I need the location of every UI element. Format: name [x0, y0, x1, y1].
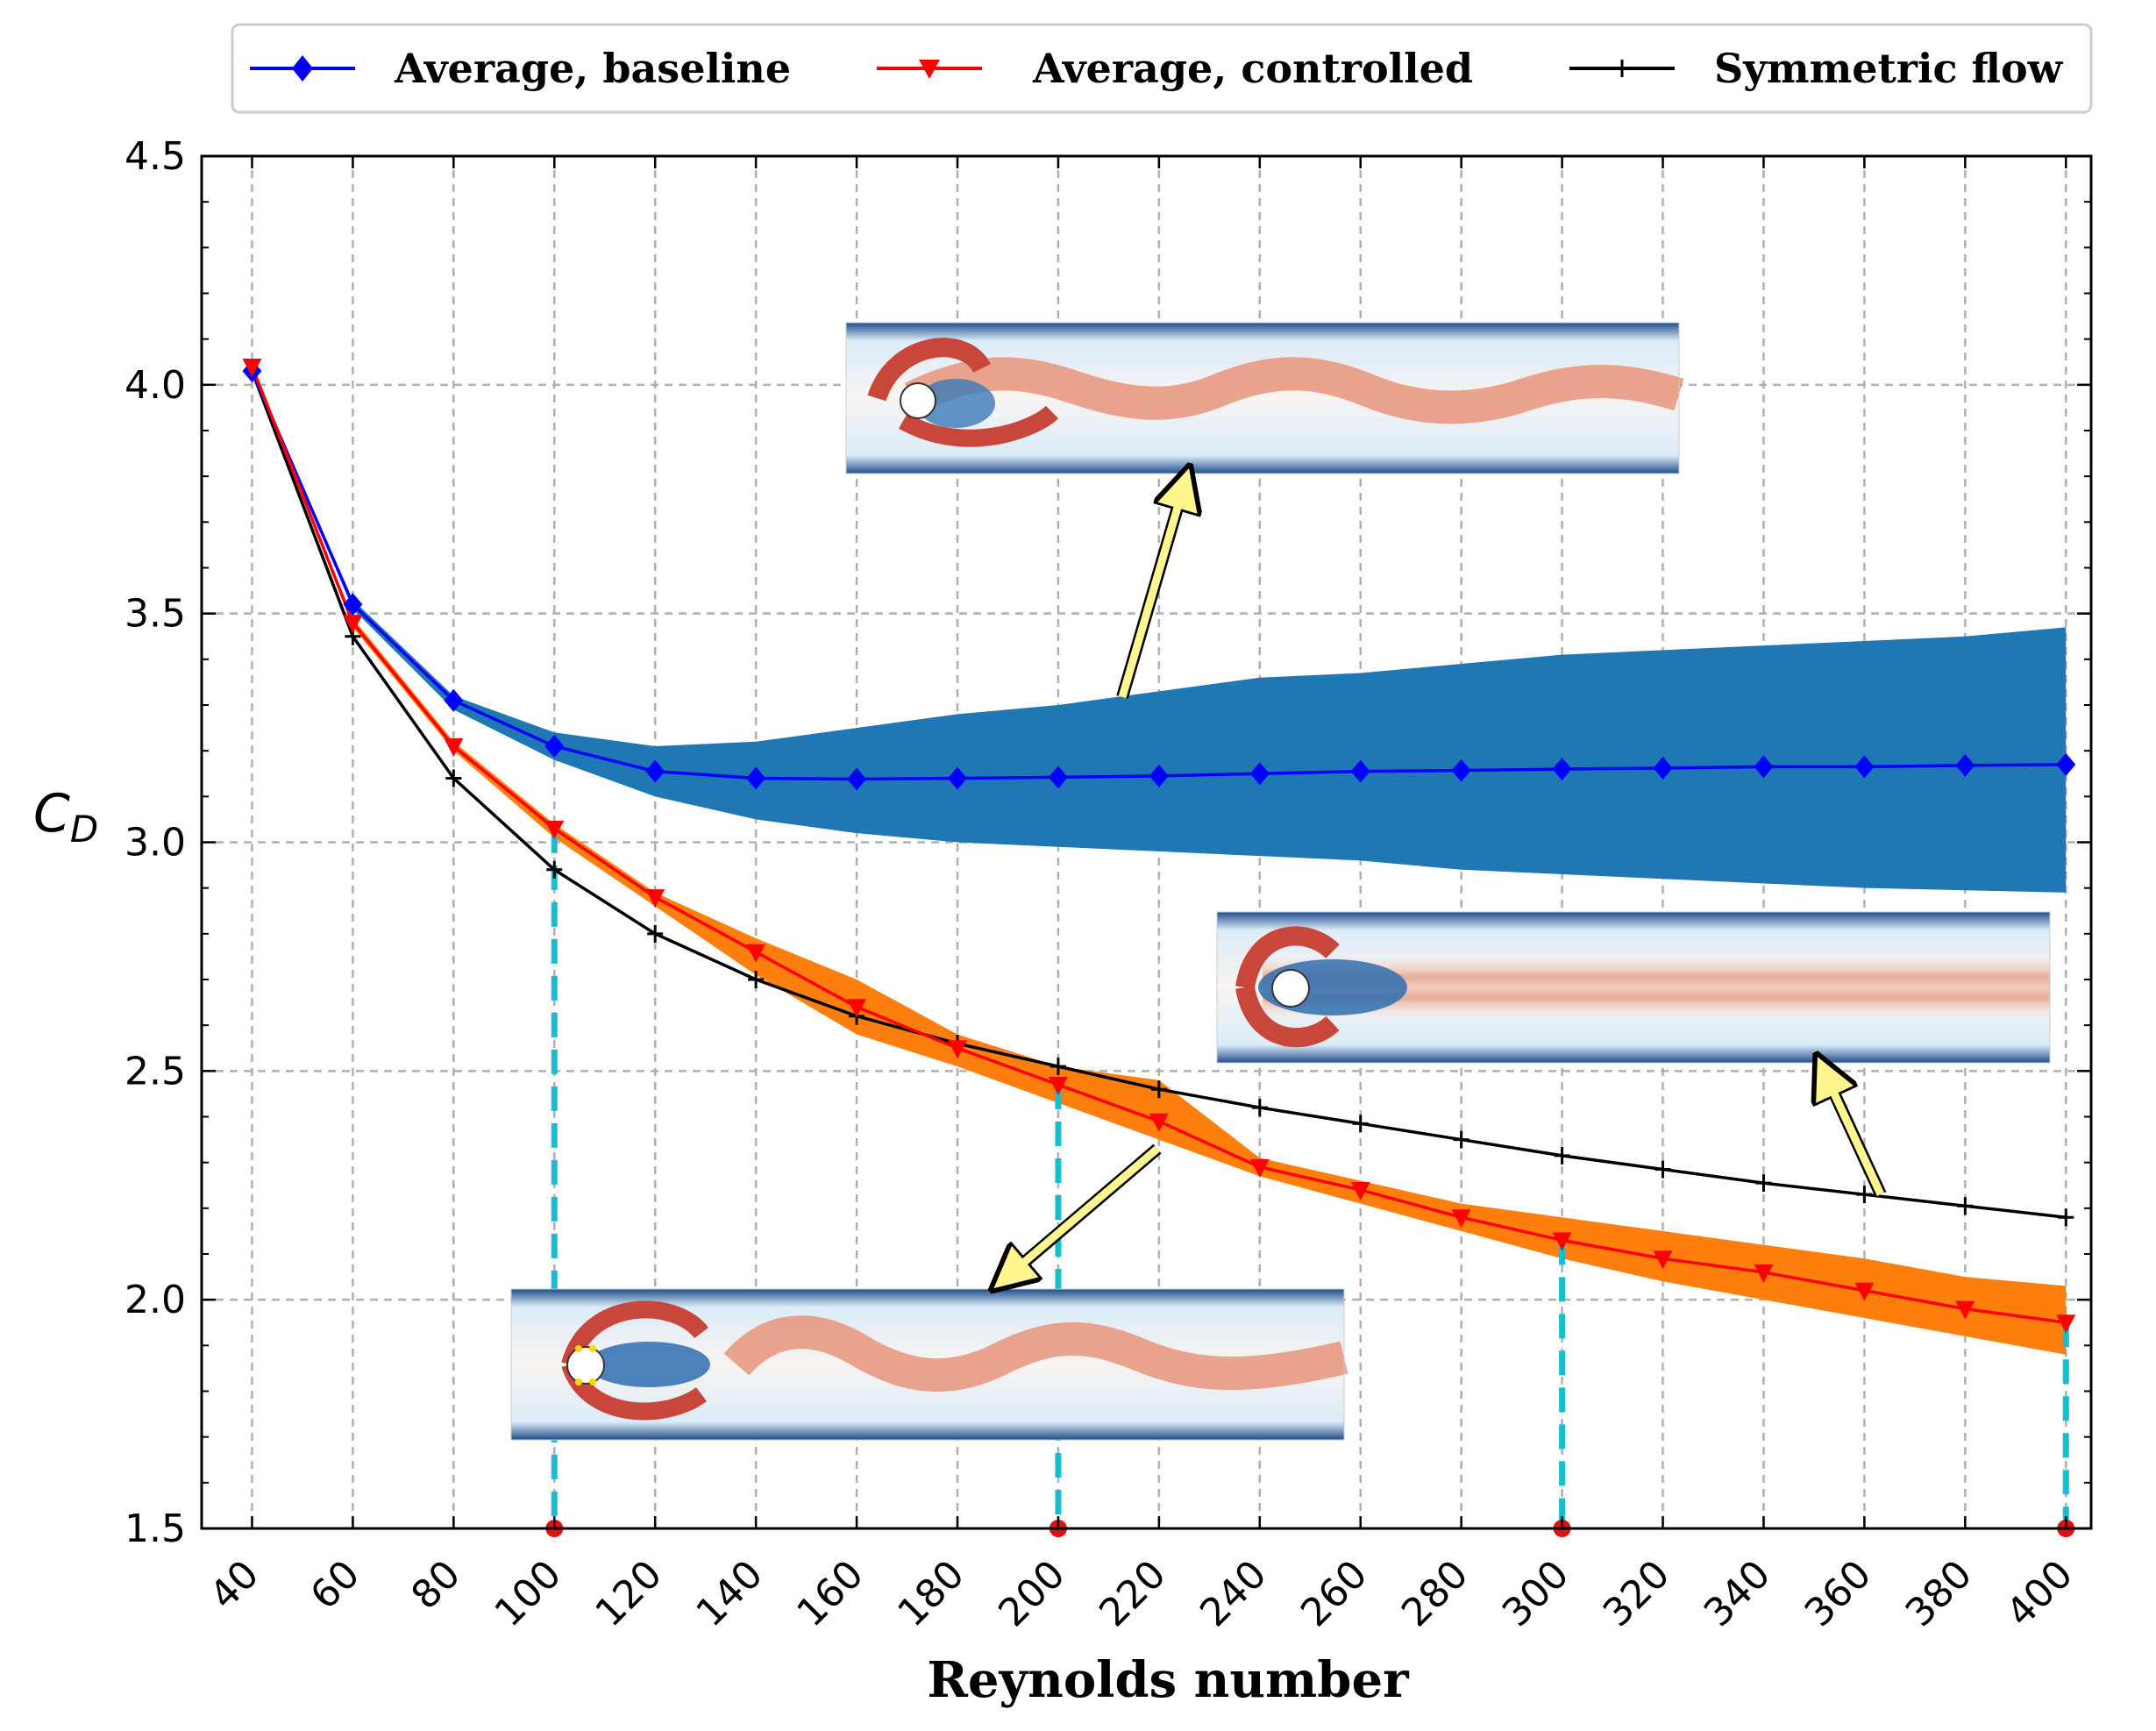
series-1-point-260: [1350, 1181, 1370, 1200]
inset-controlled-wake-image: [510, 1288, 1348, 1441]
arrow-to-baseline-inset-fill: [1118, 494, 1185, 699]
series-2-point-100: [546, 860, 563, 879]
series-1-point-60: [343, 615, 363, 634]
inset-symmetric-flow-image: [1216, 911, 2051, 1064]
series-1-point-100: [544, 820, 565, 839]
legend-marker-controlled: [919, 60, 940, 79]
x-tick-label-40: 40: [202, 1552, 268, 1619]
x-tick-label-300: 300: [1494, 1552, 1577, 1635]
series-1-point-200: [1048, 1076, 1068, 1095]
series-0-point-340: [1754, 755, 1774, 779]
inset-baseline-wake-image: [845, 322, 1684, 474]
series-2-point-220: [1150, 1080, 1167, 1099]
y-axis-label: CD: [33, 783, 98, 851]
series-1-point-360: [1854, 1282, 1875, 1301]
legend: Average, baseline Average, controlled Sy…: [231, 23, 2093, 114]
series-1-point-380: [1955, 1300, 1975, 1320]
series-1-point-240: [1249, 1158, 1270, 1178]
x-tick-label-220: 220: [1091, 1552, 1174, 1635]
series-0-point-260: [1350, 759, 1370, 783]
x-tick-label-120: 120: [587, 1552, 671, 1635]
series-2-point-280: [1453, 1130, 1469, 1149]
series-1-point-80: [444, 737, 464, 757]
series-0-point-160: [847, 767, 867, 791]
x-tick-label-260: 260: [1292, 1552, 1376, 1635]
x-tick-label-400: 400: [1998, 1552, 2081, 1635]
series-2-point-380: [1957, 1197, 1974, 1215]
series-2-point-80: [445, 769, 462, 787]
legend-box: [231, 23, 2093, 114]
series-0-point-320: [1653, 756, 1673, 780]
y-tick-label-2.5: 2.5: [125, 1049, 186, 1093]
band-0: [252, 371, 2067, 893]
series-1-point-280: [1451, 1209, 1471, 1229]
series-0-point-240: [1249, 762, 1270, 786]
y-tick-label-3.0: 3.0: [125, 821, 186, 866]
series-0-point-300: [1552, 758, 1572, 781]
series-2-point-140: [748, 971, 765, 988]
x-tick-label-200: 200: [990, 1552, 1073, 1635]
x-tick-label-340: 340: [1696, 1552, 1779, 1635]
series: [242, 358, 2076, 1334]
series-2-point-300: [1554, 1146, 1570, 1165]
series-2-point-360: [1856, 1186, 1873, 1204]
series-2-point-240: [1251, 1099, 1268, 1117]
y-tick-label-4.0: 4.0: [125, 363, 186, 408]
series-0-point-180: [948, 766, 967, 790]
legend-label-baseline: Average, baseline: [394, 45, 791, 92]
legend-label-controlled: Average, controlled: [1032, 45, 1473, 92]
arrow-to-symmetric-inset-fill: [1825, 1080, 1885, 1196]
x-tick-label-60: 60: [302, 1552, 369, 1619]
y-tick-label-4.5: 4.5: [125, 134, 186, 179]
x-tick-label-160: 160: [788, 1552, 872, 1635]
x-tick-label-80: 80: [402, 1552, 469, 1619]
series-1-point-400: [2056, 1314, 2076, 1334]
series-2-point-120: [647, 924, 664, 943]
x-tick-label-320: 320: [1595, 1552, 1678, 1635]
series-0-point-360: [1854, 755, 1875, 779]
y-tick-label-1.5: 1.5: [125, 1507, 186, 1551]
series-0-point-400: [2056, 752, 2076, 776]
x-tick-label-240: 240: [1192, 1552, 1275, 1635]
series-1-point-180: [948, 1040, 967, 1059]
y-axis-label-main: C: [33, 783, 70, 844]
series-0-point-140: [746, 766, 766, 790]
series-0-point-200: [1048, 766, 1068, 789]
series-1-point-300: [1552, 1232, 1572, 1251]
series-1-point-120: [645, 889, 665, 908]
x-tick-label-380: 380: [1897, 1552, 1981, 1635]
series-0-point-220: [1149, 764, 1169, 787]
bands: [252, 366, 2067, 1355]
x-tick-label-360: 360: [1797, 1552, 1880, 1635]
series-1-point-40: [242, 358, 262, 377]
series-1-point-340: [1754, 1264, 1774, 1283]
x-tick-label-140: 140: [687, 1552, 771, 1635]
series-1-point-320: [1653, 1250, 1673, 1270]
series-1-point-140: [746, 944, 766, 963]
x-axis-label: Reynolds number: [927, 1651, 1410, 1709]
series-0-point-380: [1955, 753, 1975, 777]
x-tick-label-280: 280: [1393, 1552, 1476, 1635]
legend-label-symmetric: Symmetric flow: [1714, 45, 2064, 92]
y-tick-label-2.0: 2.0: [125, 1278, 186, 1322]
y-axis-label-sub: D: [70, 808, 98, 851]
series-1-point-160: [847, 999, 867, 1018]
series-1-point-220: [1149, 1113, 1169, 1132]
series-0-point-80: [444, 688, 464, 712]
series-2-point-400: [2058, 1208, 2074, 1227]
series-2-point-260: [1352, 1115, 1369, 1133]
y-tick-label-3.5: 3.5: [125, 592, 186, 637]
legend-marker-baseline: [292, 55, 313, 82]
series-0-point-60: [343, 593, 363, 616]
series-0-point-120: [645, 759, 665, 783]
series-2-point-340: [1755, 1174, 1772, 1193]
series-2-point-200: [1050, 1058, 1066, 1076]
series-0-point-280: [1451, 759, 1471, 782]
series-0-point-100: [544, 734, 565, 758]
series-2-point-320: [1654, 1160, 1671, 1179]
arrow-to-controlled-inset-fill: [1013, 1145, 1160, 1273]
x-tick-label-180: 180: [889, 1552, 972, 1635]
x-tick-label-100: 100: [487, 1552, 570, 1635]
